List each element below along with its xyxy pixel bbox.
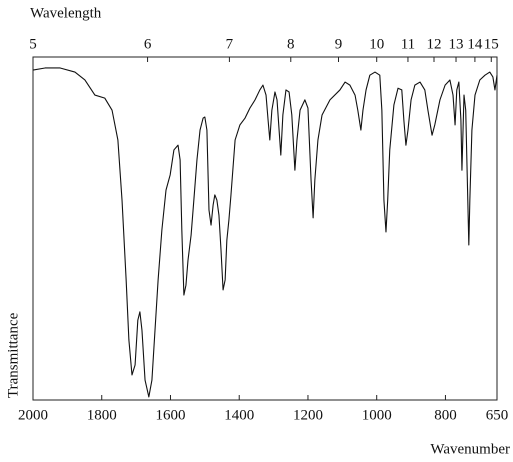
x-tick-label: 1000 [362, 407, 392, 423]
x-tick-label: 1200 [293, 407, 323, 423]
x-tick-label: 2000 [18, 407, 48, 423]
x-tick-label: 1800 [87, 407, 117, 423]
x-tick-label: 1600 [155, 407, 185, 423]
spectrum-line [32, 67, 498, 398]
top-tick-label: 9 [335, 36, 343, 52]
top-tick-label: 10 [369, 36, 384, 52]
top-tick-label: 6 [144, 36, 152, 52]
top-axis-title: Wavelength [30, 5, 102, 21]
top-tick-label: 7 [226, 36, 234, 52]
y-axis-title: Transmittance [5, 312, 21, 398]
x-axis-title: Wavenumber [430, 441, 510, 457]
top-tick-label: 5 [29, 36, 37, 52]
top-tick-label: 15 [484, 36, 499, 52]
x-tick-label: 650 [486, 407, 509, 423]
top-tick-label: 12 [426, 36, 441, 52]
x-tick-label: 800 [434, 407, 457, 423]
top-tick-label: 14 [467, 36, 483, 52]
top-tick-label: 13 [449, 36, 464, 52]
top-tick-label: 11 [401, 36, 415, 52]
plot-frame [32, 56, 498, 401]
x-tick-label: 1400 [224, 407, 254, 423]
top-tick-label: 8 [287, 36, 295, 52]
